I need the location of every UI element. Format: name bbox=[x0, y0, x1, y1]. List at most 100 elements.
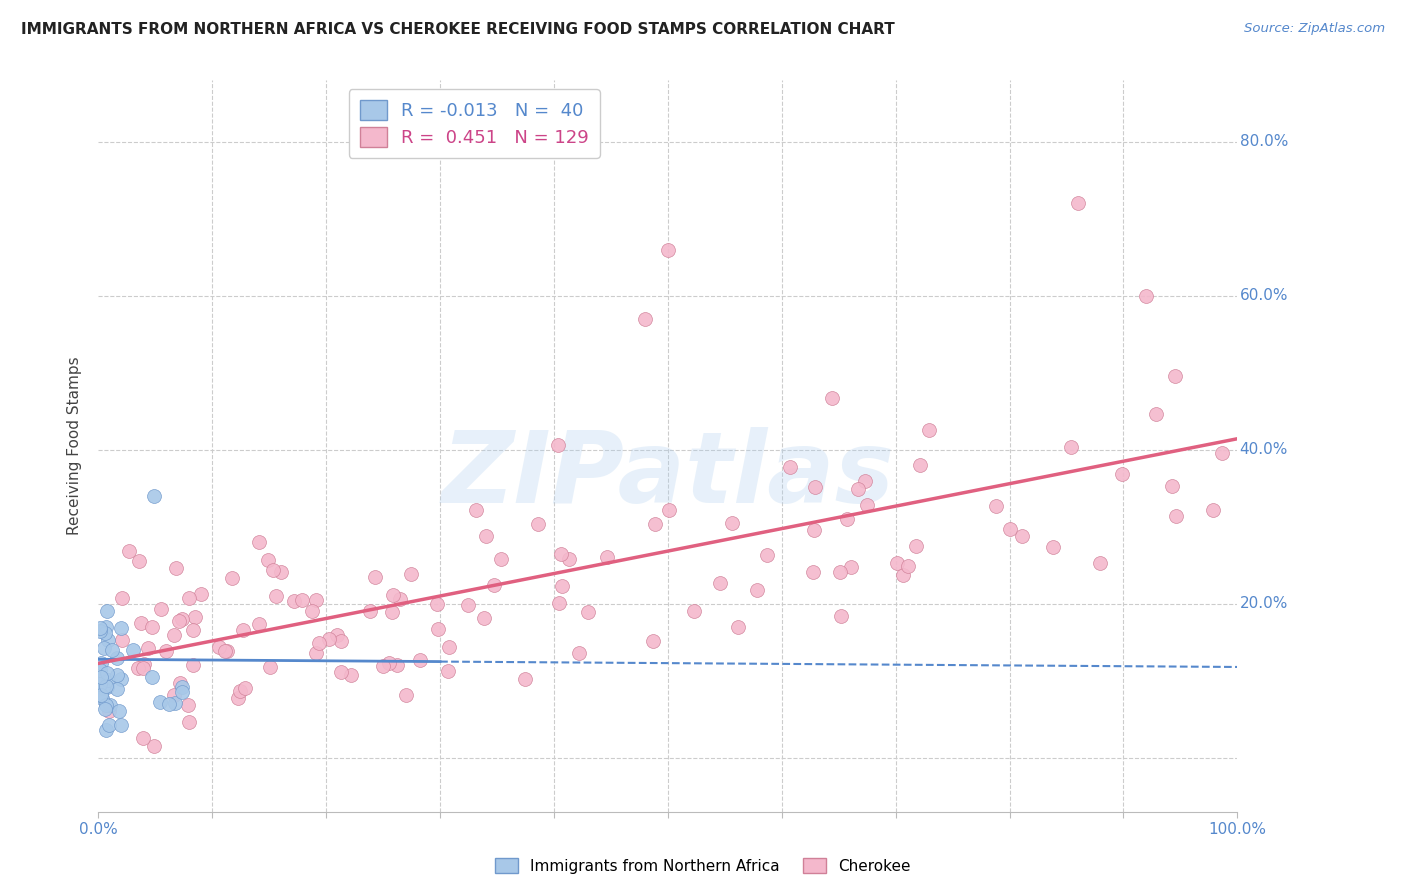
Point bbox=[97, 673, 120, 687]
Point bbox=[1011, 529, 1033, 543]
Point bbox=[141, 620, 163, 634]
Point bbox=[1161, 478, 1184, 492]
Point bbox=[96, 680, 118, 694]
Point bbox=[110, 632, 132, 647]
Point bbox=[1144, 408, 1167, 422]
Point bbox=[1111, 467, 1133, 482]
Point bbox=[172, 684, 194, 698]
Point bbox=[886, 557, 908, 571]
Point bbox=[657, 243, 679, 257]
Point bbox=[264, 589, 287, 603]
Point bbox=[596, 550, 619, 565]
Point bbox=[89, 677, 111, 691]
Point bbox=[162, 628, 184, 642]
Point bbox=[634, 312, 657, 326]
Point bbox=[720, 516, 742, 530]
Point bbox=[821, 391, 844, 405]
Point bbox=[377, 656, 399, 670]
Point bbox=[318, 632, 340, 647]
Point bbox=[1042, 541, 1064, 555]
Point bbox=[835, 512, 858, 526]
Point bbox=[839, 560, 862, 574]
Point bbox=[910, 458, 932, 473]
Point bbox=[515, 673, 537, 687]
Point bbox=[110, 672, 132, 686]
Point bbox=[179, 715, 201, 730]
Point bbox=[1067, 196, 1090, 211]
Point bbox=[803, 523, 825, 537]
Point bbox=[568, 646, 591, 660]
Point bbox=[385, 658, 408, 673]
Point bbox=[98, 698, 121, 712]
Point bbox=[214, 644, 236, 658]
Point bbox=[801, 565, 824, 579]
Point bbox=[550, 547, 572, 561]
Point bbox=[457, 598, 479, 612]
Text: 40.0%: 40.0% bbox=[1240, 442, 1288, 458]
Point bbox=[472, 611, 495, 625]
Point bbox=[1164, 368, 1187, 383]
Point bbox=[128, 554, 150, 568]
Point bbox=[853, 474, 876, 488]
Point bbox=[107, 651, 129, 665]
Text: Source: ZipAtlas.com: Source: ZipAtlas.com bbox=[1244, 22, 1385, 36]
Text: 60.0%: 60.0% bbox=[1240, 288, 1288, 303]
Point bbox=[326, 628, 349, 642]
Point bbox=[105, 682, 128, 697]
Point bbox=[226, 691, 249, 706]
Point bbox=[830, 608, 852, 623]
Point bbox=[658, 502, 681, 516]
Point bbox=[283, 594, 305, 608]
Point bbox=[110, 621, 132, 635]
Point bbox=[364, 570, 387, 584]
Point bbox=[89, 624, 111, 638]
Point bbox=[167, 615, 190, 629]
Point bbox=[90, 656, 112, 670]
Point bbox=[474, 529, 496, 543]
Point bbox=[641, 633, 664, 648]
Point bbox=[399, 567, 422, 582]
Point bbox=[143, 739, 166, 754]
Point bbox=[94, 723, 117, 737]
Point bbox=[1135, 289, 1157, 303]
Point bbox=[262, 563, 284, 577]
Text: 80.0%: 80.0% bbox=[1240, 135, 1288, 149]
Point bbox=[101, 642, 124, 657]
Point bbox=[177, 591, 200, 605]
Point bbox=[828, 565, 851, 579]
Point bbox=[136, 641, 159, 656]
Point bbox=[1211, 446, 1233, 460]
Point bbox=[89, 663, 111, 677]
Point bbox=[181, 624, 204, 638]
Point bbox=[110, 718, 132, 732]
Point bbox=[129, 616, 152, 631]
Point bbox=[381, 606, 404, 620]
Point bbox=[308, 636, 330, 650]
Point bbox=[291, 593, 314, 607]
Point bbox=[132, 657, 155, 672]
Point bbox=[233, 681, 256, 696]
Point bbox=[359, 604, 381, 618]
Point bbox=[177, 698, 200, 712]
Point bbox=[163, 688, 186, 702]
Point bbox=[727, 620, 749, 634]
Point bbox=[897, 559, 920, 574]
Point bbox=[301, 604, 323, 618]
Point bbox=[644, 517, 666, 532]
Point bbox=[270, 565, 292, 579]
Y-axis label: Receiving Food Stamps: Receiving Food Stamps bbox=[67, 357, 83, 535]
Point bbox=[437, 665, 460, 679]
Point bbox=[779, 459, 801, 474]
Text: 20.0%: 20.0% bbox=[1240, 597, 1288, 611]
Point bbox=[548, 596, 571, 610]
Point bbox=[1202, 503, 1225, 517]
Point bbox=[558, 552, 581, 566]
Point bbox=[143, 489, 166, 503]
Point bbox=[891, 567, 914, 582]
Point bbox=[550, 579, 572, 593]
Point bbox=[221, 571, 243, 585]
Point bbox=[94, 620, 117, 634]
Point bbox=[1000, 522, 1022, 536]
Point bbox=[232, 623, 254, 637]
Point bbox=[94, 698, 117, 713]
